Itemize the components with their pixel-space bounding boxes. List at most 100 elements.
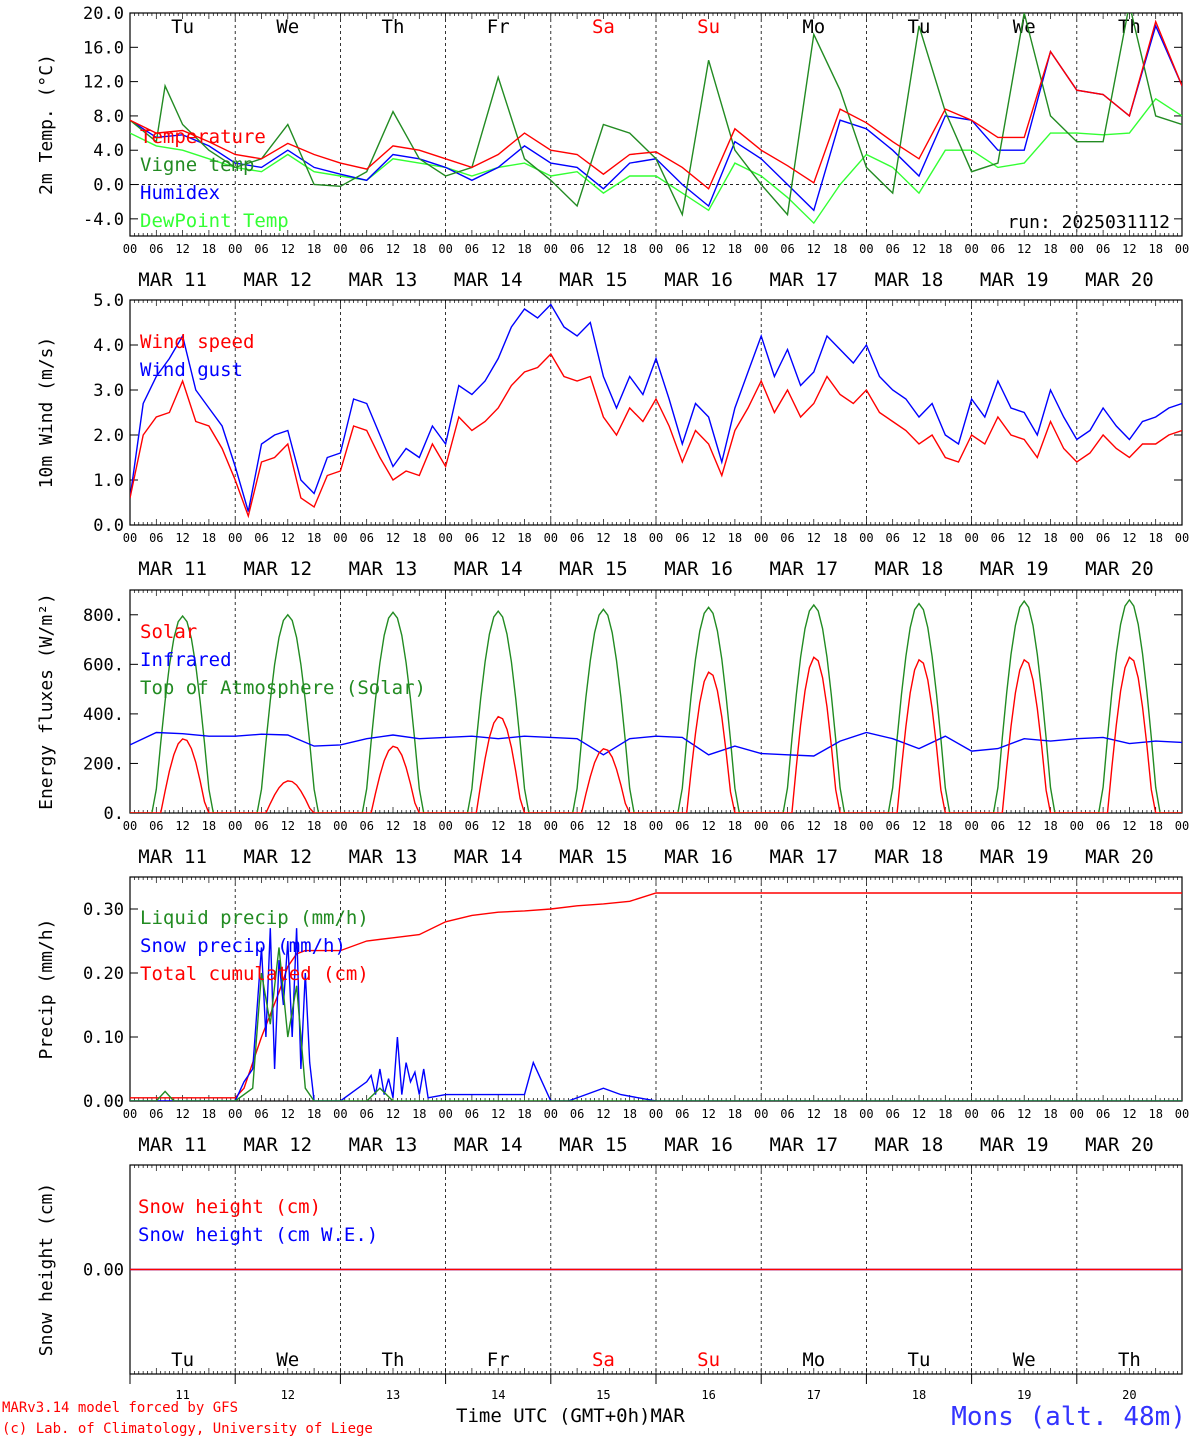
hour-tick-label: 00 xyxy=(1175,531,1189,545)
day-label: MAR 11 xyxy=(138,1134,207,1156)
location-label: Mons (alt. 48m) xyxy=(951,1402,1186,1432)
legend-entry: DewPoint Temp xyxy=(140,210,289,232)
legend-entry: Temperature xyxy=(140,126,266,148)
hour-tick-label: 06 xyxy=(885,1107,899,1121)
hour-tick-label: 00 xyxy=(859,242,873,256)
legend-entry: Top of Atmosphere (Solar) xyxy=(140,677,426,699)
hour-tick-label: 06 xyxy=(570,1107,584,1121)
y-tick-label: 0.20 xyxy=(83,964,124,984)
y-tick-label: 0.30 xyxy=(83,900,124,920)
hour-tick-label: 06 xyxy=(465,819,479,833)
hour-tick-label: 18 xyxy=(307,531,321,545)
hour-tick-label: 06 xyxy=(675,1107,689,1121)
legend-entry: Humidex xyxy=(140,182,220,204)
hour-tick-label: 12 xyxy=(491,242,505,256)
day-number-label: 13 xyxy=(386,1388,400,1402)
y-tick-label: 12.0 xyxy=(83,73,124,93)
hour-tick-label: 06 xyxy=(885,242,899,256)
day-label: MAR 18 xyxy=(875,1134,944,1156)
hour-tick-label: 18 xyxy=(1148,242,1162,256)
hour-tick-label: 06 xyxy=(1096,531,1110,545)
hour-tick-label: 00 xyxy=(123,1107,137,1121)
hour-tick-label: 12 xyxy=(175,819,189,833)
weekday-label: We xyxy=(276,1349,299,1371)
hour-tick-label: 18 xyxy=(728,242,742,256)
y-axis-label: Snow height (cm) xyxy=(36,1183,57,1356)
hour-tick-label: 06 xyxy=(359,1107,373,1121)
hour-tick-label: 00 xyxy=(333,531,347,545)
hour-tick-label: 12 xyxy=(491,1107,505,1121)
chart-panel-4: 0.00 0.10 0.20 0.30 Precip (mm/h) 00 06 12 18 MAR… xyxy=(36,876,1189,1156)
hour-tick-label: 12 xyxy=(912,1107,926,1121)
y-axis-label: Precip (mm/h) xyxy=(36,919,57,1060)
day-number-label: 14 xyxy=(491,1388,505,1402)
hour-tick-label: 18 xyxy=(938,1107,952,1121)
hour-tick-label: 00 xyxy=(1175,1107,1189,1121)
day-label: MAR 19 xyxy=(980,269,1049,291)
day-label: MAR 12 xyxy=(243,269,312,291)
weekday-label: Th xyxy=(382,1349,405,1371)
y-tick-label: 0.00 xyxy=(83,1261,124,1281)
legend-entry: Liquid precip (mm/h) xyxy=(140,907,369,929)
time-axis-title: Time UTC (GMT+0h)MAR xyxy=(456,1405,685,1427)
weekday-label: Su xyxy=(697,16,720,38)
hour-tick-label: 18 xyxy=(202,531,216,545)
hour-tick-label: 06 xyxy=(991,1107,1005,1121)
y-tick-label: 600. xyxy=(83,655,124,675)
hour-tick-label: 00 xyxy=(228,242,242,256)
hour-tick-label: 00 xyxy=(544,531,558,545)
hour-tick-label: 00 xyxy=(123,819,137,833)
hour-tick-label: 12 xyxy=(701,531,715,545)
hour-tick-label: 12 xyxy=(175,242,189,256)
hour-tick-label: 18 xyxy=(202,1107,216,1121)
hour-tick-label: 18 xyxy=(202,819,216,833)
y-tick-label: 0.0 xyxy=(93,516,124,536)
hour-tick-label: 18 xyxy=(833,242,847,256)
hour-tick-label: 12 xyxy=(1122,242,1136,256)
hour-tick-label: 18 xyxy=(622,1107,636,1121)
credit-line-model: MARv3.14 model forced by GFS xyxy=(2,1400,239,1416)
hour-tick-label: 06 xyxy=(465,531,479,545)
hour-tick-label: 06 xyxy=(780,531,794,545)
day-label: MAR 12 xyxy=(243,558,312,580)
hour-tick-label: 00 xyxy=(438,1107,452,1121)
y-tick-label: 16.0 xyxy=(83,38,124,58)
series-line-temperature xyxy=(130,19,1182,190)
day-label: MAR 20 xyxy=(1085,1134,1154,1156)
day-number-label: 15 xyxy=(596,1388,610,1402)
hour-tick-label: 18 xyxy=(728,531,742,545)
hour-tick-label: 18 xyxy=(517,1107,531,1121)
hour-tick-label: 12 xyxy=(386,531,400,545)
day-label: MAR 16 xyxy=(664,846,733,868)
day-label: MAR 19 xyxy=(980,1134,1049,1156)
y-tick-label: -4.0 xyxy=(83,210,124,230)
hour-tick-label: 18 xyxy=(517,819,531,833)
hour-tick-label: 00 xyxy=(754,531,768,545)
hour-tick-label: 06 xyxy=(885,531,899,545)
hour-tick-label: 06 xyxy=(465,1107,479,1121)
day-label: MAR 15 xyxy=(559,846,628,868)
hour-tick-label: 00 xyxy=(964,819,978,833)
hour-tick-label: 06 xyxy=(254,1107,268,1121)
hour-tick-label: 12 xyxy=(1017,819,1031,833)
hour-tick-label: 00 xyxy=(754,819,768,833)
model-credits: MARv3.14 model forced by GFS (c) Lab. of… xyxy=(2,1398,373,1440)
hour-tick-label: 12 xyxy=(1122,819,1136,833)
weekday-label: Mo xyxy=(802,16,825,38)
weekday-label: We xyxy=(276,16,299,38)
hour-tick-label: 18 xyxy=(307,1107,321,1121)
y-tick-label: 0.10 xyxy=(83,1028,124,1048)
hour-tick-label: 12 xyxy=(1122,531,1136,545)
hour-tick-label: 12 xyxy=(912,531,926,545)
hour-tick-label: 18 xyxy=(728,819,742,833)
hour-tick-label: 12 xyxy=(596,819,610,833)
day-number-label: 16 xyxy=(701,1388,715,1402)
hour-tick-label: 18 xyxy=(622,531,636,545)
day-label: MAR 12 xyxy=(243,1134,312,1156)
day-label: MAR 18 xyxy=(875,269,944,291)
series-line-solar xyxy=(130,656,1182,813)
legend-entry: Snow precip (mm/h) xyxy=(140,935,346,957)
y-tick-label: 0. xyxy=(104,804,124,824)
day-label: MAR 15 xyxy=(559,558,628,580)
legend-entry: Wind speed xyxy=(140,331,254,353)
